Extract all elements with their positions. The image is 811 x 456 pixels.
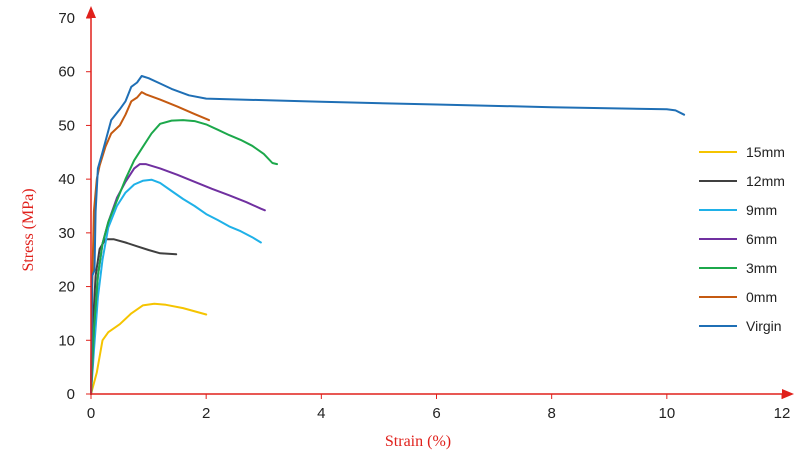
- x-tick-label: 0: [87, 405, 95, 422]
- x-axis-arrow: [782, 389, 794, 399]
- y-tick-label: 60: [58, 64, 75, 81]
- series-lines: [90, 75, 686, 395]
- series-line-15mm: [90, 302, 208, 395]
- x-axis-label: Strain (%): [385, 433, 451, 450]
- series-line-12mm: [90, 238, 178, 395]
- legend-label-6mm: 6mm: [746, 231, 777, 247]
- x-tick-label: 6: [432, 405, 440, 422]
- y-axis-arrow: [86, 6, 96, 18]
- legend-label-virgin: Virgin: [746, 318, 782, 334]
- y-tick-label: 30: [58, 225, 75, 242]
- y-tick-label: 70: [58, 10, 75, 27]
- y-tick-label: 40: [58, 171, 75, 188]
- legend-label-0mm: 0mm: [746, 289, 777, 305]
- series-line-3mm: [90, 119, 278, 395]
- y-tick-label: 10: [58, 332, 75, 349]
- y-tick-label: 50: [58, 117, 75, 134]
- x-tick-label: 2: [202, 405, 210, 422]
- x-tick-label: 10: [658, 405, 675, 422]
- tick-labels: 0 2 4 6 8 10 12 0 10 20 30 40 50 60 70: [58, 10, 790, 422]
- series-line-virgin: [90, 75, 686, 395]
- axes: [86, 6, 794, 399]
- y-tick-label: 0: [67, 386, 75, 403]
- legend-label-3mm: 3mm: [746, 260, 777, 276]
- legend-label-9mm: 9mm: [746, 202, 777, 218]
- legend: 15mm 12mm 9mm 6mm 3mm 0mm Virgin: [699, 144, 785, 334]
- x-tick-label: 12: [774, 405, 791, 422]
- series-line-9mm: [90, 178, 262, 395]
- x-tick-label: 4: [317, 405, 325, 422]
- x-tick-label: 8: [547, 405, 555, 422]
- y-tick-label: 20: [58, 279, 75, 296]
- legend-label-12mm: 12mm: [746, 173, 785, 189]
- legend-label-15mm: 15mm: [746, 144, 785, 160]
- y-axis-label: Stress (MPa): [20, 188, 37, 271]
